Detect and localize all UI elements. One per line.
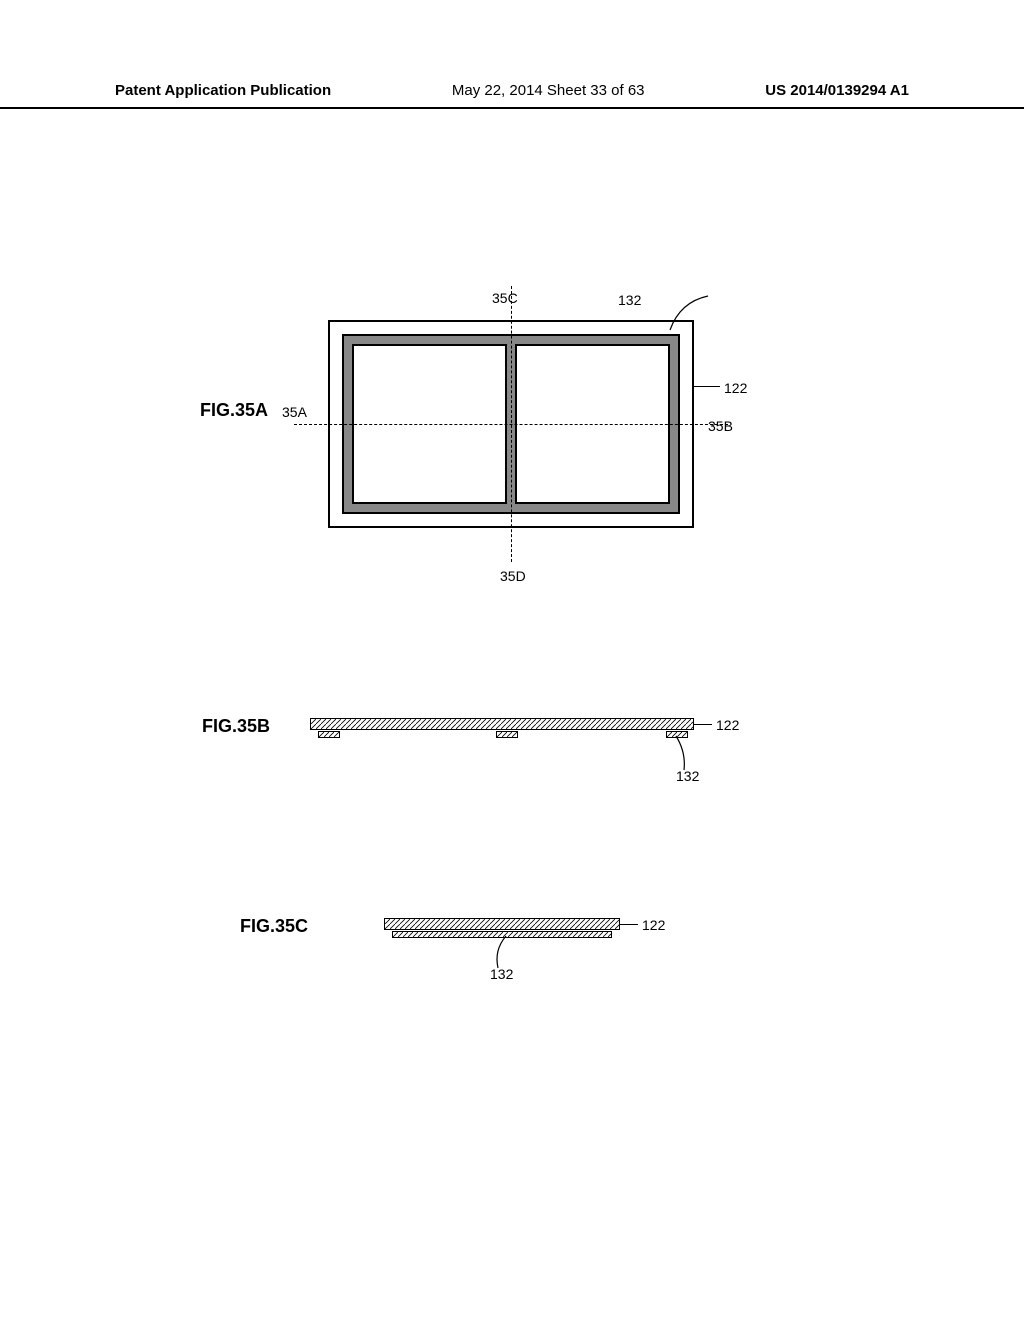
fig35b-diagram	[310, 718, 694, 730]
fig35b-lead-122	[694, 724, 712, 725]
lead-line-122	[694, 386, 720, 387]
fig35c-label: FIG.35C	[240, 916, 308, 937]
fig35b-ref-122: 122	[716, 717, 739, 733]
header-sheet-info: May 22, 2014 Sheet 33 of 63	[452, 82, 645, 99]
fig35a-section-bottom: 35D	[500, 568, 526, 584]
fig35c-lead-122	[620, 924, 638, 925]
header-publication: Patent Application Publication	[115, 82, 331, 99]
fig35c-layer-122	[384, 918, 620, 930]
fig35a-ref-122: 122	[724, 380, 747, 396]
fig35c-diagram	[384, 918, 620, 930]
fig35b-label: FIG.35B	[202, 716, 270, 737]
fig35a-outer-box	[328, 320, 694, 528]
fig35a-label: FIG.35A	[200, 400, 268, 421]
fig35b-layer-122	[310, 718, 694, 730]
fig35a-ref-132: 132	[618, 292, 641, 308]
fig35a-section-right: 35B	[708, 418, 733, 434]
fig35a-section-left: 35A	[282, 404, 307, 420]
fig35a-diagram	[328, 320, 694, 528]
lead-line-132	[668, 292, 728, 332]
header-patent-number: US 2014/0139294 A1	[765, 82, 909, 99]
fig35c-ref-122: 122	[642, 917, 665, 933]
fig35b-ref-132: 132	[676, 768, 699, 784]
fig35c-ref-132: 132	[490, 966, 513, 982]
fig35b-strip-1	[318, 731, 340, 738]
fig35b-strip-2	[496, 731, 518, 738]
section-line-vertical	[511, 286, 512, 562]
page-header: Patent Application Publication May 22, 2…	[0, 82, 1024, 109]
fig35a-section-top: 35C	[492, 290, 518, 306]
